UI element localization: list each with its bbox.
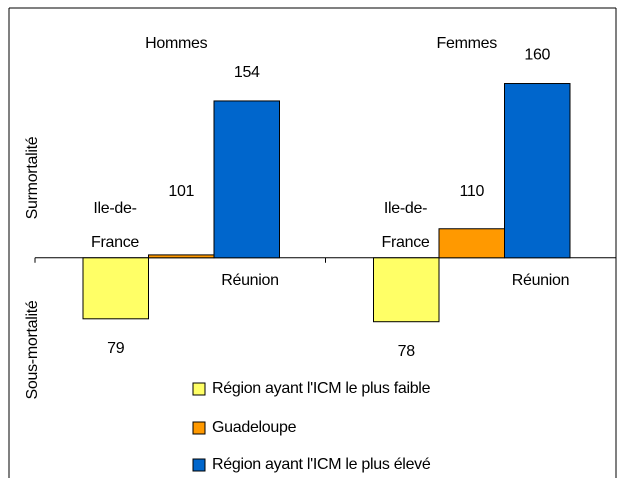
legend-label: Région ayant l'ICM le plus faible [212,380,431,397]
annotation: France [91,234,139,251]
bar [148,254,215,259]
group-label: Femmes [437,35,498,52]
bar [373,257,440,323]
legend-swatch [192,458,206,472]
legend-swatch [192,382,206,396]
annotation: Réunion [512,272,570,289]
annotation: Ile-de- [93,200,136,217]
annotation: France [382,234,430,251]
bar [213,100,280,259]
y-label-top: Surmortalité [24,136,41,219]
data-label: 79 [107,340,125,357]
bar [504,83,571,259]
data-label: 101 [168,183,194,200]
data-label: 154 [234,64,260,81]
annotation: Réunion [221,272,279,289]
annotation: Ile-de- [384,200,427,217]
bar [82,257,149,320]
group-label: Hommes [145,35,208,52]
y-label-bottom: Sous-mortalité [24,300,41,399]
legend-label: Guadeloupe [212,419,297,436]
data-label: 78 [398,343,416,360]
data-label: 160 [524,47,550,64]
legend-label: Région ayant l'ICM le plus élevé [212,456,431,473]
legend-swatch [192,421,206,435]
bar [438,228,505,259]
data-label: 110 [459,183,484,200]
